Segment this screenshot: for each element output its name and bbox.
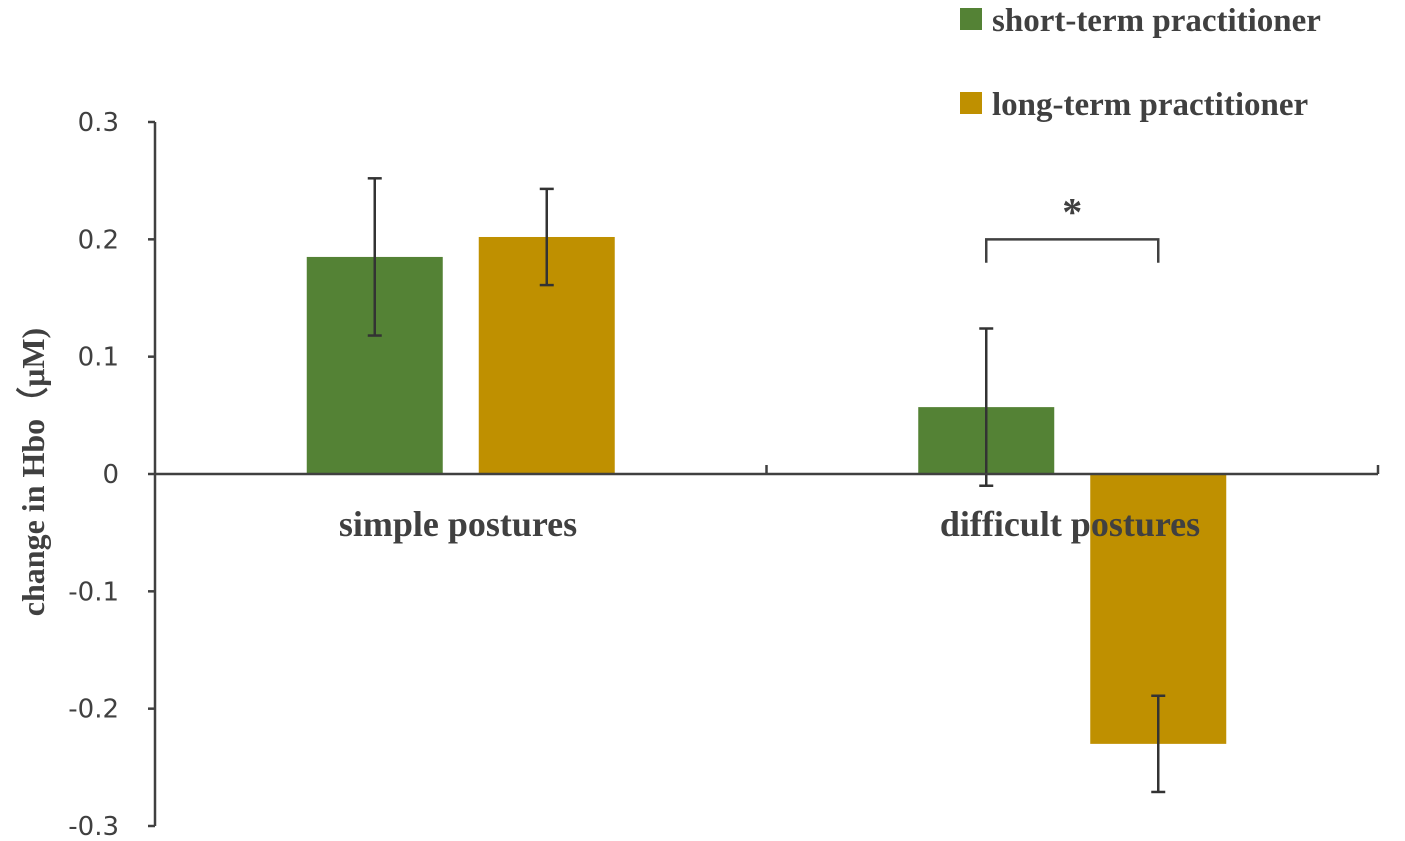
category-label-simple-postures: simple postures (339, 504, 577, 544)
x-axis-ticks (765, 465, 1380, 474)
y-axis-title: change in Hbo（μM) (15, 328, 51, 616)
error-bar (1151, 694, 1166, 794)
significance-bracket (985, 238, 1160, 263)
category-label-difficult-postures: difficult postures (940, 504, 1200, 544)
y-tick-label: -0.3 (68, 812, 119, 841)
y-axis-ticks: 0.3 0.2 0.1 0 -0.1 -0.2 -0.3 (68, 108, 155, 841)
legend-swatch-short-term (960, 8, 982, 30)
error-bar (539, 187, 554, 287)
legend: short-term practitioner long-term practi… (960, 3, 1321, 123)
legend-label-short-term: short-term practitioner (992, 3, 1321, 39)
significance-annotation: * (985, 189, 1160, 263)
y-tick-label: -0.2 (68, 695, 119, 725)
error-bars (367, 177, 1166, 794)
y-tick-label: 0.1 (78, 343, 119, 373)
bars (306, 236, 1227, 744)
legend-label-long-term: long-term practitioner (992, 87, 1308, 123)
legend-swatch-long-term (960, 92, 982, 114)
error-bar (979, 327, 994, 487)
y-tick-label: 0.2 (78, 225, 119, 255)
error-bar (367, 177, 382, 337)
y-tick-label: 0 (102, 460, 119, 490)
y-tick-label: 0.3 (78, 108, 119, 138)
y-tick-label: -0.1 (68, 577, 119, 607)
significance-star: * (1062, 189, 1082, 234)
